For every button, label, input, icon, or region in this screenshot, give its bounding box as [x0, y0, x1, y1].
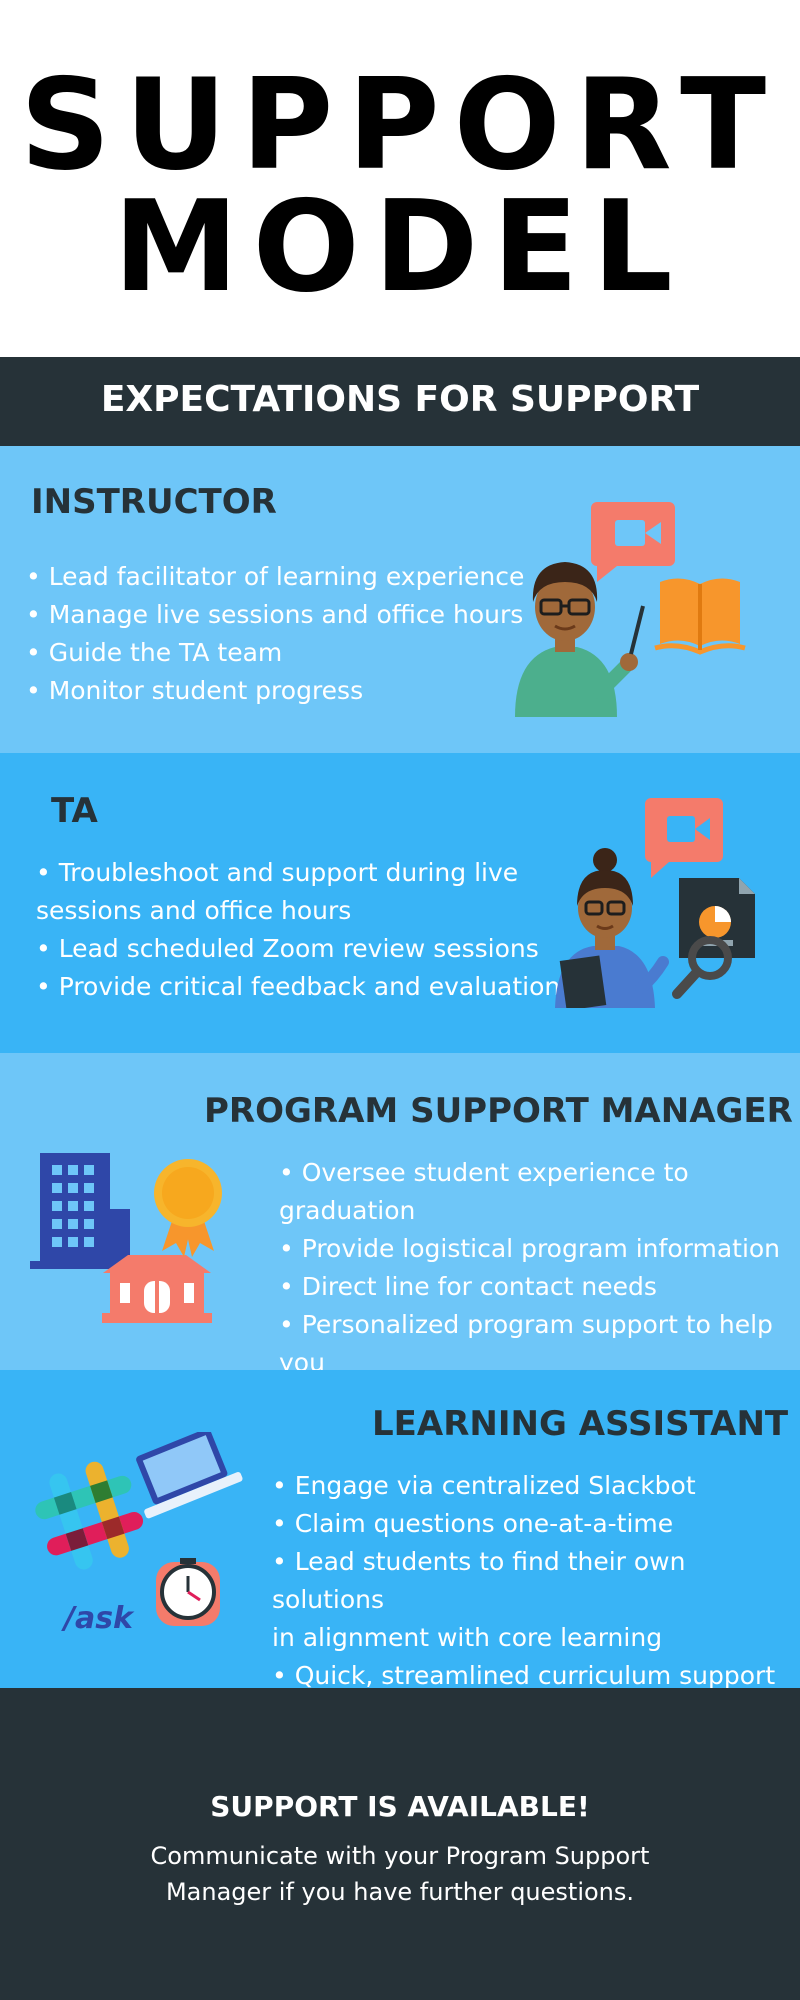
list-item: • Direct line for contact needs [279, 1272, 657, 1301]
instructor-illustration [515, 502, 746, 717]
list-item: • Monitor student progress [26, 676, 364, 705]
video-camera-icon [645, 798, 723, 878]
list-item: • Engage via centralized Slackbot [272, 1471, 696, 1500]
la-illustration: /ask [35, 1432, 243, 1632]
list-item: • Claim questions one-at-a-time [272, 1509, 674, 1538]
footer-title: SUPPORT IS AVAILABLE! [210, 1790, 590, 1823]
ta-person [555, 848, 669, 1008]
video-camera-icon [591, 502, 675, 582]
office-building-icon [30, 1153, 130, 1269]
ta-section: TA • Troubleshoot and support during liv… [0, 753, 800, 1053]
clock-icon [156, 1558, 220, 1626]
ta-illustration [555, 798, 755, 1008]
list-item: • Quick, streamlined curriculum support [272, 1661, 776, 1690]
slack-logo-icon [35, 1461, 144, 1570]
footer-text: Communicate with your Program Support Ma… [150, 1842, 650, 1906]
chart-document-icon [679, 878, 755, 958]
list-item: • Personalized program support to help y… [279, 1310, 773, 1377]
hero-title-line-2: MODEL [113, 173, 687, 320]
hero: SUPPORT MODEL [0, 0, 800, 357]
psm-bullets: • Oversee student experience to graduati… [279, 1154, 800, 1420]
book-icon [654, 578, 746, 655]
ta-title: TA [51, 791, 98, 831]
footer: SUPPORT IS AVAILABLE! Communicate with y… [0, 1688, 800, 2000]
list-item: • Provide critical feedback and evaluati… [36, 972, 574, 1001]
magnifier-icon [672, 936, 732, 999]
psm-illustration [30, 1153, 222, 1323]
laptop-icon [136, 1432, 243, 1519]
list-item: • Oversee student experience to graduati… [279, 1158, 689, 1225]
house-icon [102, 1255, 212, 1323]
instructor-title: INSTRUCTOR [31, 482, 277, 522]
la-bullets: • Engage via centralized Slackbot • Clai… [272, 1467, 800, 1695]
la-title: LEARNING ASSISTANT [372, 1404, 789, 1444]
instructor-section: INSTRUCTOR • Lead facilitator of learnin… [0, 446, 800, 753]
list-item: sessions and office hours [36, 896, 352, 925]
psm-title: PROGRAM SUPPORT MANAGER [204, 1091, 793, 1131]
teacher-illustration [515, 562, 645, 717]
list-item: • Lead facilitator of learning experienc… [26, 562, 525, 591]
hero-title-line-1: SUPPORT [19, 51, 781, 198]
list-item: • Provide logistical program information [279, 1234, 781, 1263]
ta-bullets: • Troubleshoot and support during live s… [36, 854, 573, 1006]
program-support-manager-section: PROGRAM SUPPORT MANAGER • Oversee studen… [0, 1053, 800, 1415]
list-item: • Lead students to find their own soluti… [272, 1547, 686, 1614]
expectations-header: EXPECTATIONS FOR SUPPORT [0, 357, 800, 446]
list-item: in alignment with core learning [272, 1623, 663, 1652]
list-item: • Troubleshoot and support during live [36, 858, 519, 887]
list-item: • Guide the TA team [26, 638, 283, 667]
instructor-bullets: • Lead facilitator of learning experienc… [26, 558, 524, 710]
award-ribbon-icon [154, 1159, 222, 1257]
slack-command-label: /ask [61, 1601, 135, 1632]
list-item: • Lead scheduled Zoom review sessions [36, 934, 539, 963]
learning-assistant-section: LEARNING ASSISTANT • Engage via centrali… [0, 1370, 800, 1690]
expectations-title: EXPECTATIONS FOR SUPPORT [100, 379, 700, 420]
list-item: • Manage live sessions and office hours [26, 600, 524, 629]
